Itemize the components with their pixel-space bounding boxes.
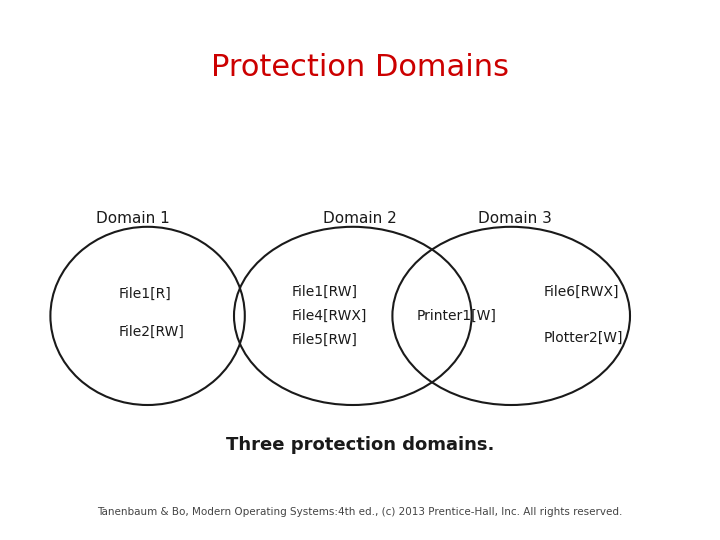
Text: Plotter2[W]: Plotter2[W] bbox=[544, 330, 623, 345]
Text: Domain 3: Domain 3 bbox=[478, 211, 552, 226]
Text: Protection Domains: Protection Domains bbox=[211, 53, 509, 82]
Text: File4[RWX]: File4[RWX] bbox=[292, 309, 367, 323]
Text: File1[RW]: File1[RW] bbox=[292, 285, 358, 299]
Text: Three protection domains.: Three protection domains. bbox=[226, 436, 494, 455]
Text: File2[RW]: File2[RW] bbox=[119, 325, 184, 339]
Text: Domain 1: Domain 1 bbox=[96, 211, 170, 226]
Text: Printer1[W]: Printer1[W] bbox=[416, 309, 496, 323]
Text: File1[R]: File1[R] bbox=[119, 287, 171, 301]
Text: Tanenbaum & Bo, Modern Operating Systems:4th ed., (c) 2013 Prentice-Hall, Inc. A: Tanenbaum & Bo, Modern Operating Systems… bbox=[97, 507, 623, 517]
Text: Domain 2: Domain 2 bbox=[323, 211, 397, 226]
Text: File6[RWX]: File6[RWX] bbox=[544, 285, 619, 299]
Text: File5[RW]: File5[RW] bbox=[292, 333, 357, 347]
